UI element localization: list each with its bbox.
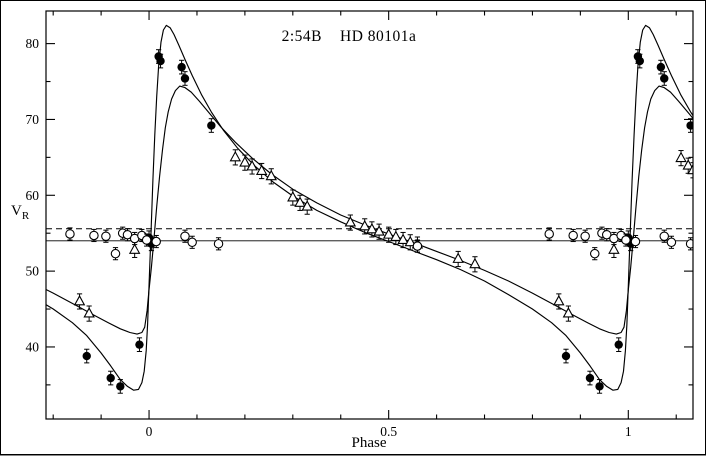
- data-point-primary: [207, 121, 216, 130]
- data-point-tertiary: [65, 229, 75, 239]
- data-point-secondary: [382, 228, 395, 239]
- data-point-tertiary: [544, 229, 554, 239]
- plot-area: [46, 24, 693, 394]
- data-point-secondary: [246, 159, 258, 171]
- secondary-orbit-curve: [46, 85, 693, 335]
- y-tick-label: 60: [26, 188, 40, 203]
- data-point-secondary: [265, 169, 277, 181]
- data-point-primary: [660, 74, 669, 83]
- data-point-tertiary: [110, 248, 121, 259]
- data-point-tertiary: [580, 231, 590, 241]
- data-point-primary: [135, 340, 144, 349]
- y-tick-label: 80: [26, 36, 40, 51]
- data-point-tertiary: [141, 235, 152, 245]
- chart-title: 2:54B HD 80101a: [282, 28, 417, 45]
- data-point-tertiary: [630, 236, 641, 247]
- data-point-tertiary: [666, 237, 677, 248]
- data-point-primary: [177, 62, 186, 72]
- y-axis-label: VR: [11, 203, 30, 222]
- data-point-secondary: [682, 159, 693, 170]
- data-point-primary: [561, 351, 571, 361]
- chart-title-star: HD 80101a: [340, 28, 416, 45]
- chart-title-system: 2:54B: [282, 28, 322, 45]
- data-point-secondary: [404, 235, 416, 247]
- data-point-tertiary: [101, 231, 111, 241]
- data-point-primary: [595, 382, 604, 391]
- data-point-tertiary: [590, 248, 600, 259]
- data-point-secondary: [344, 216, 357, 227]
- data-point-primary: [656, 62, 666, 72]
- data-point-secondary: [553, 294, 565, 306]
- data-point-tertiary: [568, 230, 578, 241]
- data-point-secondary: [229, 150, 242, 162]
- data-point-tertiary: [621, 235, 631, 245]
- data-point-tertiary: [151, 236, 161, 247]
- data-point-primary: [585, 373, 595, 383]
- y-tick-label: 70: [26, 112, 40, 127]
- data-point-primary: [614, 340, 623, 349]
- data-point-secondary: [469, 257, 481, 269]
- data-point-secondary: [562, 307, 575, 318]
- data-point-secondary: [294, 196, 306, 207]
- y-tick-label: 50: [26, 264, 40, 279]
- data-point-tertiary: [685, 239, 693, 249]
- plot-frame: [45, 10, 694, 420]
- data-point-primary: [180, 74, 190, 83]
- data-point-secondary: [239, 156, 251, 167]
- data-point-secondary: [366, 222, 378, 234]
- data-point-primary: [156, 56, 165, 66]
- primary-orbit-curve: [46, 24, 693, 391]
- data-point-secondary: [128, 243, 141, 254]
- data-point-secondary: [255, 164, 268, 175]
- data-point-secondary: [390, 230, 402, 241]
- data-point-secondary: [287, 191, 299, 202]
- x-tick-label: 1: [625, 424, 632, 439]
- data-point-secondary: [301, 200, 313, 211]
- data-point-secondary: [373, 225, 385, 236]
- y-axis-label-sub: R: [22, 210, 30, 222]
- data-point-tertiary: [187, 237, 197, 248]
- y-axis-label-main: V: [11, 203, 22, 219]
- x-tick-label: 0: [146, 424, 153, 439]
- data-point-secondary: [608, 243, 620, 254]
- x-axis-label: Phase: [352, 435, 387, 451]
- data-point-primary: [106, 373, 115, 383]
- data-point-tertiary: [601, 229, 612, 240]
- data-point-secondary: [83, 307, 95, 318]
- data-point-secondary: [452, 252, 464, 263]
- data-point-secondary: [687, 163, 693, 175]
- data-point-secondary: [358, 219, 371, 231]
- data-point-tertiary: [122, 229, 133, 240]
- data-point-primary: [686, 121, 693, 130]
- x-tick-label: 0.5: [380, 424, 397, 439]
- data-point-secondary: [397, 233, 409, 244]
- y-tick-label: 40: [26, 339, 40, 354]
- data-point-tertiary: [180, 231, 190, 241]
- data-point-primary: [82, 351, 91, 361]
- data-point-tertiary: [659, 231, 669, 241]
- data-point-tertiary: [213, 239, 224, 249]
- data-point-secondary: [675, 151, 687, 163]
- data-point-secondary: [73, 294, 86, 306]
- data-point-primary: [116, 382, 125, 391]
- data-point-tertiary: [89, 230, 99, 241]
- data-point-tertiary: [412, 241, 423, 251]
- data-point-primary: [635, 56, 645, 66]
